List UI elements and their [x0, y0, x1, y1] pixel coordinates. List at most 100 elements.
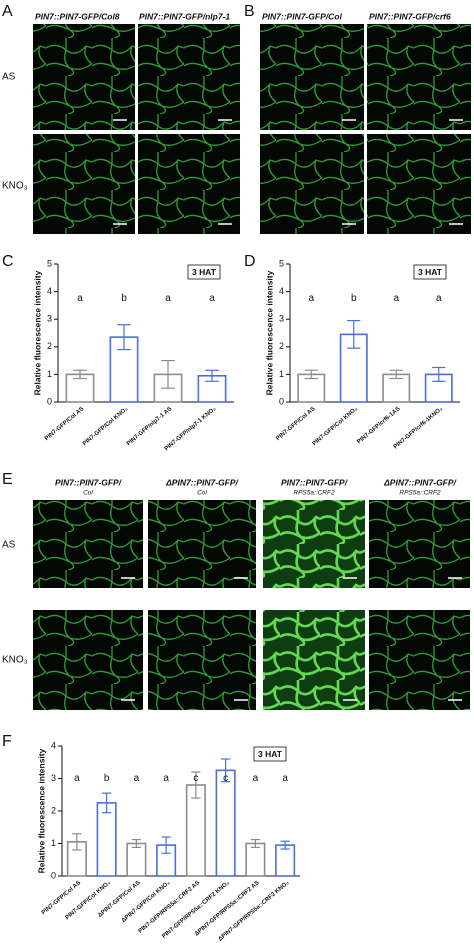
- y-axis-label: Relative fluorescence intensity: [32, 270, 42, 395]
- x-tick-label: PIN7-GFP/crf6-1AS: [356, 406, 401, 445]
- micrograph: [260, 134, 364, 234]
- y-tick-label: 5: [47, 258, 52, 268]
- column-header: ΔPIN7::PIN7-GFP/: [165, 477, 239, 487]
- panel-label: F: [2, 733, 12, 750]
- y-tick-label: 3: [279, 314, 284, 324]
- significance-letter: a: [163, 773, 169, 784]
- y-tick-label: 2: [51, 805, 56, 815]
- panel-label: A: [2, 3, 13, 20]
- bar: [245, 842, 266, 877]
- error-bar: [191, 771, 201, 799]
- micrograph: [33, 500, 143, 588]
- bar: [339, 333, 368, 403]
- significance-letter: a: [165, 293, 171, 304]
- y-axis-label: Relative fluorescence intensity: [36, 748, 46, 873]
- error-bar: [161, 836, 171, 854]
- row-label: KNO₃: [2, 181, 28, 192]
- row-label: AS: [2, 72, 16, 83]
- y-tick-label: 3: [47, 314, 52, 324]
- column-subheader: Col: [197, 490, 207, 497]
- error-bar: [102, 792, 112, 814]
- column-subheader: RPS5a::CRF2: [399, 490, 441, 497]
- y-tick-label: 3: [51, 773, 56, 783]
- column-subheader: RPS5a::CRF2: [293, 490, 335, 497]
- y-axis-label: Relative fluorescence intensity: [264, 270, 274, 395]
- micrograph: [138, 134, 240, 234]
- x-tick-label: PIN7-GFP/Col KNO₃: [312, 406, 360, 447]
- error-bar: [304, 369, 318, 380]
- y-tick-label: 2: [279, 341, 284, 351]
- bar: [275, 844, 296, 877]
- error-bar: [432, 366, 446, 382]
- significance-letter: c: [223, 773, 228, 784]
- annotation: 3 HAT: [418, 267, 443, 277]
- annotation: 3 HAT: [258, 749, 283, 759]
- bar: [215, 769, 236, 877]
- y-tick-label: 0: [279, 396, 284, 406]
- significance-letter: a: [74, 773, 80, 784]
- x-tick-label: PIN7-GFP/Col AS: [275, 406, 316, 442]
- column-header: PIN7::PIN7-GFP/nlp7-1: [139, 11, 230, 21]
- significance-letter: a: [134, 773, 140, 784]
- error-bar: [389, 369, 403, 380]
- micrograph: [367, 134, 471, 234]
- annotation: 3 HAT: [192, 267, 217, 277]
- column-header: PIN7::PIN7-GFP/crf6: [369, 11, 451, 21]
- micrograph: [263, 500, 365, 588]
- bar: [197, 374, 227, 403]
- micrograph: [260, 24, 364, 130]
- micrograph: [367, 24, 471, 130]
- panel-label: B: [244, 3, 255, 20]
- y-tick-label: 4: [47, 286, 52, 296]
- significance-letter: b: [121, 293, 127, 304]
- micrograph: [369, 500, 470, 588]
- significance-letter: a: [209, 293, 215, 304]
- error-bar: [250, 838, 260, 849]
- significance-letter: a: [282, 773, 288, 784]
- error-bar: [131, 838, 141, 849]
- column-header: PIN7::PIN7-GFP/: [55, 477, 123, 487]
- y-tick-label: 4: [279, 286, 284, 296]
- error-bar: [221, 758, 231, 783]
- error-bar: [72, 833, 82, 851]
- column-subheader: Col: [83, 490, 93, 497]
- annotation-box: [187, 264, 221, 280]
- panel-label: C: [2, 253, 14, 270]
- panel-label: D: [244, 253, 256, 270]
- significance-letter: a: [393, 293, 399, 304]
- row-label: AS: [2, 540, 16, 551]
- micrograph: [148, 610, 256, 710]
- significance-letter: a: [77, 293, 83, 304]
- micrograph: [148, 500, 256, 588]
- significance-letter: a: [253, 773, 259, 784]
- error-bar: [161, 360, 175, 389]
- y-tick-label: 2: [47, 341, 52, 351]
- x-tick-label: PIN7-GFP/nlp7-1 AS: [126, 406, 173, 447]
- error-bar: [73, 369, 87, 380]
- error-bar: [280, 840, 290, 850]
- error-bar: [347, 319, 361, 349]
- significance-letter: a: [308, 293, 314, 304]
- significance-letter: b: [104, 773, 110, 784]
- error-bar: [205, 369, 219, 382]
- micrograph: [33, 134, 135, 234]
- bar: [185, 784, 206, 877]
- x-tick-label: PIN7-GFP/nlp7-1 KNO₃: [164, 406, 218, 452]
- column-header: PIN7::PIN7-GFP/Col8: [35, 11, 120, 21]
- y-tick-label: 0: [51, 870, 56, 880]
- significance-letter: c: [193, 773, 198, 784]
- column-header: PIN7::PIN7-GFP/: [281, 477, 349, 487]
- micrograph: [33, 24, 135, 130]
- y-tick-label: 1: [47, 369, 52, 379]
- x-tick-label: PIN7-GFP/RPS5a::CRF2 AS: [138, 880, 201, 935]
- error-bar: [117, 324, 131, 351]
- bar: [126, 842, 147, 877]
- bar: [96, 802, 117, 877]
- x-tick-label: PIN7-GFP/Col AS: [44, 406, 85, 442]
- annotation-box: [413, 264, 447, 280]
- micrograph: [138, 24, 240, 130]
- micrograph: [33, 610, 143, 710]
- y-tick-label: 5: [279, 258, 284, 268]
- column-header: PIN7::PIN7-GFP/Col: [262, 11, 342, 21]
